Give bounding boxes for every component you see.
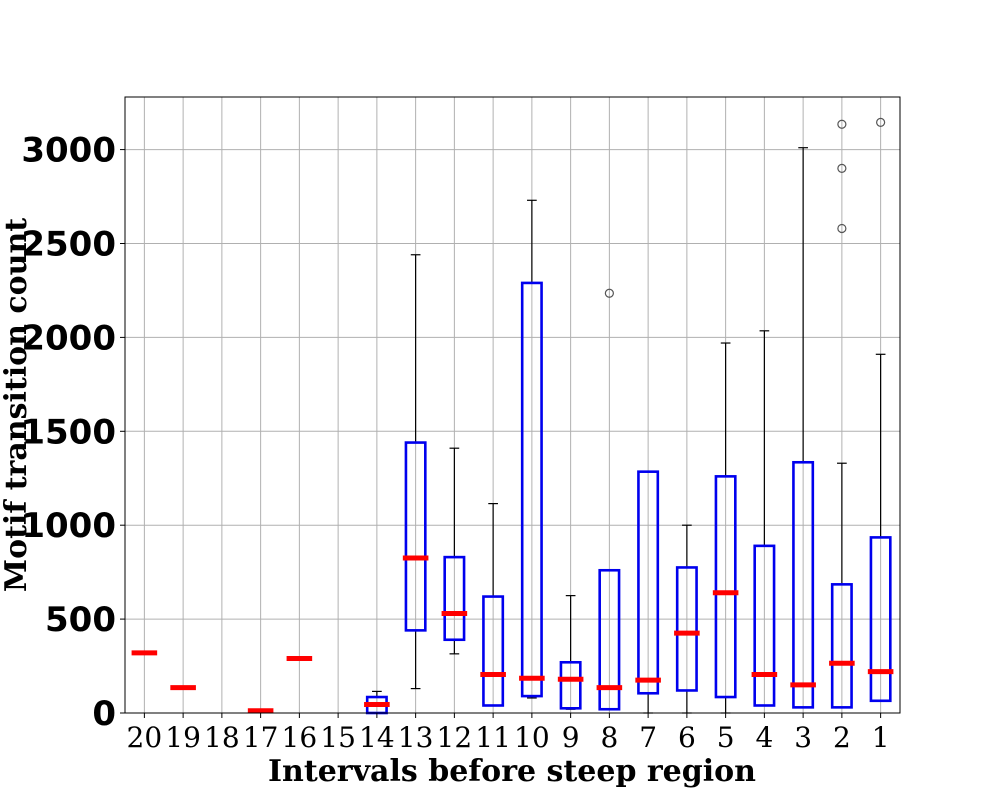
y-tick-label: 0 <box>92 694 116 734</box>
x-tick-label: 13 <box>398 721 434 754</box>
x-tick-label: 4 <box>755 721 773 754</box>
grid-lines <box>125 97 900 714</box>
x-tick-label: 15 <box>320 721 356 754</box>
y-tick-label: 3000 <box>21 131 116 171</box>
outlier-point <box>876 117 886 127</box>
x-axis-label: Intervals before steep region <box>268 754 756 789</box>
box-iqr <box>675 566 698 692</box>
outlier-point <box>837 119 847 129</box>
x-tick-label: 8 <box>600 721 618 754</box>
y-axis-label: Motif transition count <box>0 218 34 592</box>
box-iqr <box>482 595 505 707</box>
x-tick-label: 9 <box>562 721 580 754</box>
plot-area-frame <box>124 96 901 714</box>
x-tick-label: 18 <box>204 721 240 754</box>
y-tick-label: 1000 <box>21 506 116 546</box>
box-iqr <box>443 555 466 642</box>
box-iqr <box>559 660 582 710</box>
x-tick-label: 3 <box>794 721 812 754</box>
y-tick-label: 2500 <box>21 224 116 264</box>
box-iqr <box>792 460 815 709</box>
x-tick-label: 19 <box>165 721 201 754</box>
x-tick-label: 2 <box>833 721 851 754</box>
box-iqr <box>714 475 737 699</box>
x-tick-label: 7 <box>639 721 657 754</box>
box-iqr <box>404 441 427 632</box>
box-iqr <box>637 470 660 695</box>
x-tick-label: 11 <box>475 721 511 754</box>
y-tick-label: 2000 <box>21 318 116 358</box>
box-iqr <box>869 536 892 703</box>
box-iqr <box>520 281 543 698</box>
outlier-point <box>837 223 847 234</box>
x-tick-label: 10 <box>514 721 550 754</box>
y-axis-ticks: 0 500 1000 1500 2000 2500 3000 <box>21 131 125 734</box>
box-iqr <box>753 544 776 707</box>
x-tick-label: 12 <box>437 721 473 754</box>
outlier-point <box>604 288 614 298</box>
y-tick-label: 1500 <box>21 412 116 452</box>
x-tick-label: 14 <box>359 721 395 754</box>
x-tick-label: 1 <box>872 721 890 754</box>
x-tick-label: 16 <box>282 721 318 754</box>
y-tick-label: 500 <box>45 600 116 640</box>
box-iqr <box>830 583 853 709</box>
x-tick-label: 17 <box>243 721 279 754</box>
x-tick-label: 5 <box>717 721 735 754</box>
x-tick-label: 20 <box>127 721 163 754</box>
box-series <box>131 117 894 715</box>
x-axis-ticks: 20 19 18 17 16 15 14 13 12 11 10 9 8 7 6 5 4 3 2 1 <box>127 713 890 754</box>
box-iqr <box>598 568 621 711</box>
x-tick-label: 6 <box>678 721 696 754</box>
outlier-point <box>837 163 847 173</box>
